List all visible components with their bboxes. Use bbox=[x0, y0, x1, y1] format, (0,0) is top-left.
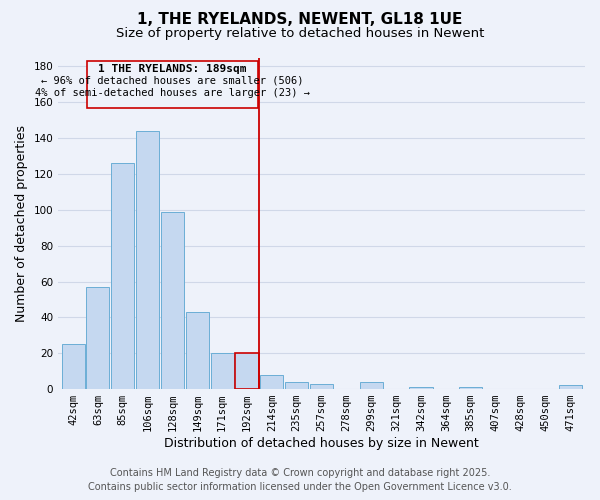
Text: Size of property relative to detached houses in Newent: Size of property relative to detached ho… bbox=[116, 28, 484, 40]
Text: 1, THE RYELANDS, NEWENT, GL18 1UE: 1, THE RYELANDS, NEWENT, GL18 1UE bbox=[137, 12, 463, 28]
Bar bbox=[310, 384, 333, 389]
Text: Contains HM Land Registry data © Crown copyright and database right 2025.
Contai: Contains HM Land Registry data © Crown c… bbox=[88, 468, 512, 492]
Bar bbox=[459, 388, 482, 389]
Text: 1 THE RYELANDS: 189sqm: 1 THE RYELANDS: 189sqm bbox=[98, 64, 247, 74]
Bar bbox=[360, 382, 383, 389]
Y-axis label: Number of detached properties: Number of detached properties bbox=[15, 125, 28, 322]
X-axis label: Distribution of detached houses by size in Newent: Distribution of detached houses by size … bbox=[164, 437, 479, 450]
Bar bbox=[409, 388, 433, 389]
Text: ← 96% of detached houses are smaller (506): ← 96% of detached houses are smaller (50… bbox=[41, 76, 304, 86]
Bar bbox=[260, 374, 283, 389]
Text: 4% of semi-detached houses are larger (23) →: 4% of semi-detached houses are larger (2… bbox=[35, 88, 310, 98]
Bar bbox=[186, 312, 209, 389]
Bar bbox=[136, 131, 159, 389]
Bar bbox=[161, 212, 184, 389]
Bar bbox=[285, 382, 308, 389]
Bar bbox=[235, 353, 259, 389]
Bar bbox=[62, 344, 85, 389]
Bar bbox=[211, 353, 234, 389]
Bar bbox=[86, 287, 109, 389]
Bar bbox=[87, 61, 258, 108]
Bar bbox=[111, 163, 134, 389]
Bar bbox=[559, 386, 581, 389]
